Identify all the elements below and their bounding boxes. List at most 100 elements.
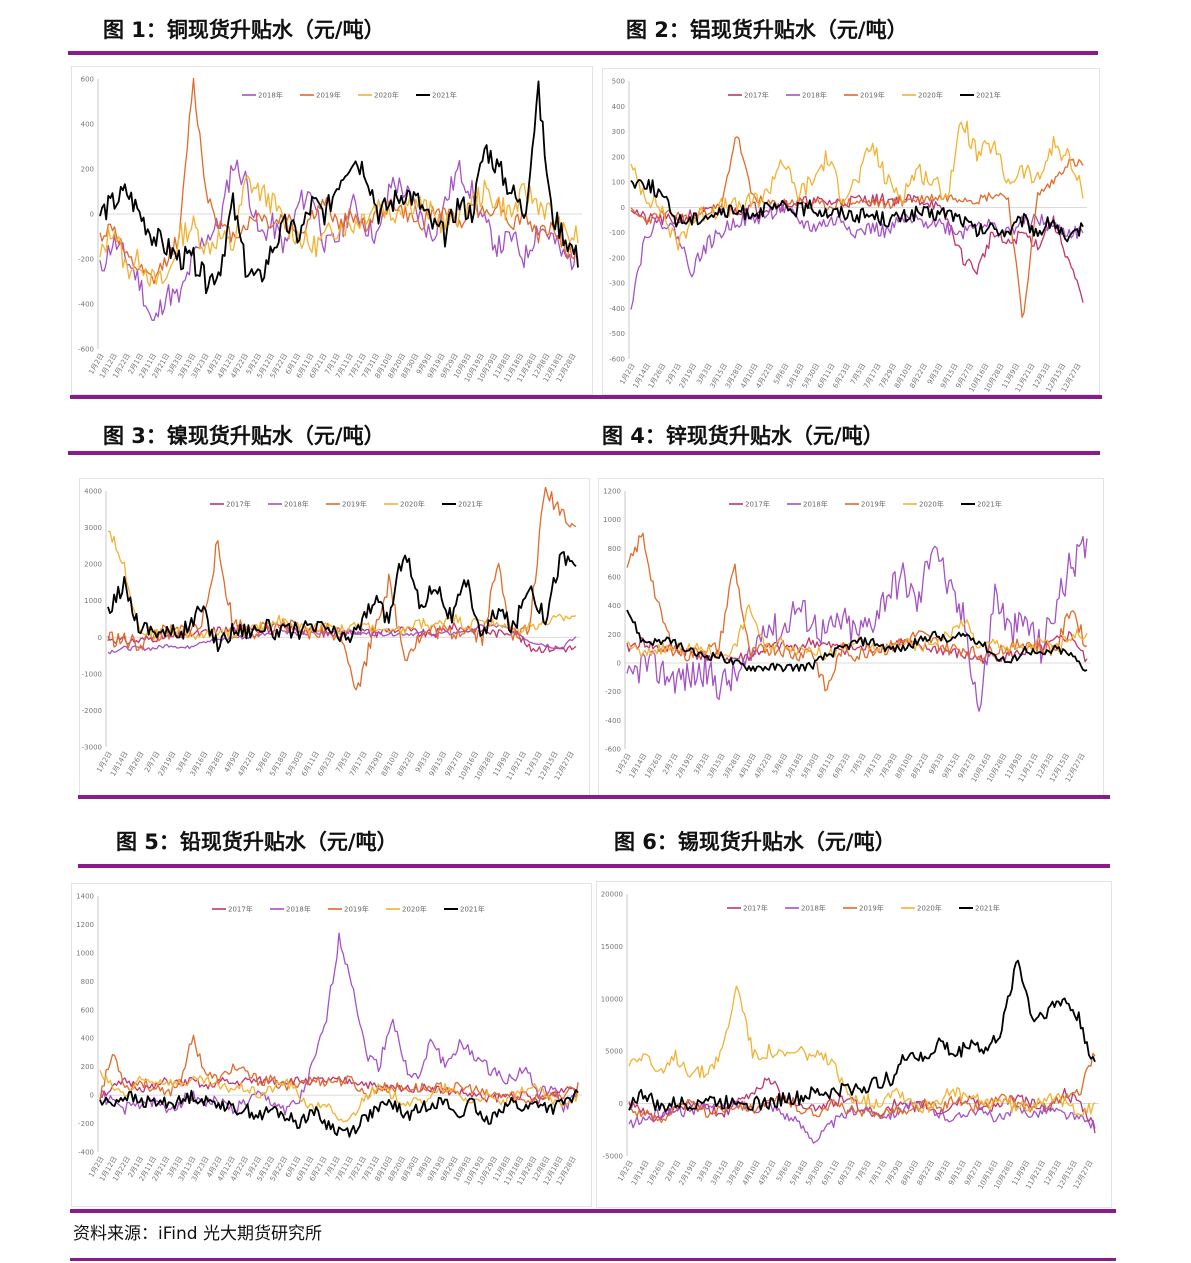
y-tick-label: 2000 — [84, 561, 102, 569]
legend-entry: 2021年 — [458, 500, 483, 509]
legend-entry: 2019年 — [861, 500, 886, 509]
legend-entry: 2018年 — [803, 500, 828, 509]
y-tick-label: 400 — [608, 602, 621, 610]
series-line-2018 — [628, 1099, 1096, 1144]
figure-6-title: 图 6：锡现货升贴水（元/吨） — [614, 830, 896, 854]
legend-entry: 2017年 — [226, 500, 251, 509]
y-tick-label: -400 — [78, 301, 94, 309]
y-tick-label: 400 — [81, 121, 94, 129]
y-tick-label: 600 — [81, 76, 94, 84]
y-tick-label: 20000 — [601, 891, 623, 899]
y-tick-label: 15000 — [601, 943, 623, 951]
chart-nickel: -3000 -2000 -1000 0 1000 2000 3000 4000 1月2日 1月14… — [79, 478, 590, 796]
chart-copper-svg: -600-400-20002004006001月2日1月12日1月22日2月1日… — [78, 76, 582, 384]
legend-entry: 2020年 — [919, 500, 944, 509]
series-line-2019 — [107, 487, 577, 691]
y-tick-label: -400 — [605, 717, 621, 725]
y-tick-label: 300 — [612, 128, 625, 136]
legend-entry: 2017年 — [744, 91, 769, 100]
y-tick-label: 1000 — [76, 949, 94, 957]
y-tick-label: 400 — [81, 1035, 94, 1043]
series-line-2018 — [626, 535, 1088, 712]
y-tick-label: 800 — [608, 545, 621, 553]
chart-aluminium-svg: -600 -500 -400 -300 -200 -100 0 100 200 300 400 500… — [609, 78, 1087, 394]
series-line-2018 — [99, 932, 579, 1116]
y-tick-label: 600 — [608, 574, 621, 582]
legend-entry: 2018年 — [258, 91, 283, 100]
y-tick-label: 1000 — [84, 597, 102, 605]
divider-rule — [68, 51, 1098, 55]
y-tick-label: 200 — [81, 1063, 94, 1071]
legend-entry: 2018年 — [801, 904, 826, 913]
chart-zinc-svg: -600-400-2000200400600800100012001月2日1月1… — [603, 488, 1091, 784]
series-line-2020 — [107, 530, 577, 641]
y-tick-label: 600 — [81, 1006, 94, 1014]
legend-entry: 2019年 — [860, 91, 885, 100]
series-line-2020 — [99, 175, 579, 287]
y-tick-label: 200 — [612, 153, 625, 161]
y-tick-label: 1400 — [76, 893, 94, 901]
y-tick-label: -200 — [78, 1120, 94, 1128]
y-tick-label: 10000 — [601, 995, 623, 1003]
series-line-2021 — [99, 1089, 579, 1138]
y-tick-label: -1000 — [82, 670, 102, 678]
y-tick-label: 0 — [98, 634, 102, 642]
series-line-2018 — [99, 159, 579, 321]
figure-3-title: 图 3：镍现货升贴水（元/吨） — [103, 424, 385, 448]
series-line-2020 — [99, 1070, 579, 1123]
y-tick-label: -3000 — [82, 744, 102, 752]
y-tick-label: -200 — [78, 256, 94, 264]
chart-copper: -600 -400 -200 0 200 400 600 1月2日 1月12日 1月22日 2月1日… — [71, 66, 593, 395]
figure-4-title: 图 4：锌现货升贴水（元/吨） — [602, 424, 884, 448]
y-tick-label: 0 — [621, 204, 625, 212]
source-note: 资料来源：iFind 光大期货研究所 — [73, 1224, 322, 1244]
divider-rule — [70, 395, 1102, 399]
series-line-2017 — [630, 193, 1084, 303]
chart-aluminium: -600 -500 -400 -300 -200 -100 0 100 200 300 400 500… — [602, 68, 1100, 395]
series-line-2019 — [630, 136, 1084, 318]
legend-entry: 2018年 — [802, 91, 827, 100]
series-line-2021 — [630, 179, 1084, 243]
y-tick-label: 0 — [90, 211, 94, 219]
y-tick-label: 1200 — [603, 488, 621, 496]
figure-1-title: 图 1：铜现货升贴水（元/吨） — [103, 18, 385, 42]
y-tick-label: 5000 — [605, 1048, 623, 1056]
legend-entry: 2021年 — [977, 500, 1002, 509]
legend-entry: 2017年 — [745, 500, 770, 509]
y-tick-label: 500 — [612, 78, 625, 86]
y-tick-label: -400 — [78, 1149, 94, 1157]
y-tick-label: -400 — [609, 305, 625, 313]
legend-entry: 2020年 — [374, 91, 399, 100]
legend-entry: 2019年 — [859, 904, 884, 913]
divider-rule — [78, 795, 1110, 799]
y-tick-label: -200 — [609, 254, 625, 262]
legend-entry: 2020年 — [917, 904, 942, 913]
y-tick-label: 4000 — [84, 488, 102, 496]
y-tick-label: 400 — [612, 103, 625, 111]
series-line-2018 — [107, 624, 577, 655]
legend-entry: 2019年 — [316, 91, 341, 100]
y-tick-label: -600 — [78, 346, 94, 354]
y-tick-label: 0 — [619, 1100, 623, 1108]
legend-entry: 2018年 — [286, 905, 311, 914]
divider-rule — [70, 1209, 1116, 1213]
series-line-2019 — [628, 1052, 1096, 1124]
chart-lead-svg: -400-20002004006008001000120014001月2日1月1… — [76, 893, 582, 1187]
legend-entry: 2021年 — [460, 905, 485, 914]
chart-nickel-svg: -3000-2000-1000010002000300040001月2日1月14… — [82, 487, 580, 782]
series-line-2018 — [630, 203, 1084, 310]
y-tick-label: 1200 — [76, 921, 94, 929]
y-tick-label: 800 — [81, 978, 94, 986]
y-tick-label: -300 — [609, 280, 625, 288]
series-line-2019 — [626, 532, 1088, 692]
y-tick-label: -500 — [609, 330, 625, 338]
legend-entry: 2021年 — [432, 91, 457, 100]
legend-entry: 2019年 — [344, 905, 369, 914]
y-tick-label: 0 — [617, 660, 621, 668]
figure-2-title: 图 2：铝现货升贴水（元/吨） — [626, 18, 908, 42]
y-tick-label: -600 — [605, 746, 621, 754]
series-line-2021 — [628, 959, 1096, 1113]
chart-tin-svg: -5000050001000015000200001月2日1月14日1月26日2… — [601, 891, 1099, 1191]
legend-entry: 2020年 — [918, 91, 943, 100]
legend-entry: 2021年 — [975, 904, 1000, 913]
